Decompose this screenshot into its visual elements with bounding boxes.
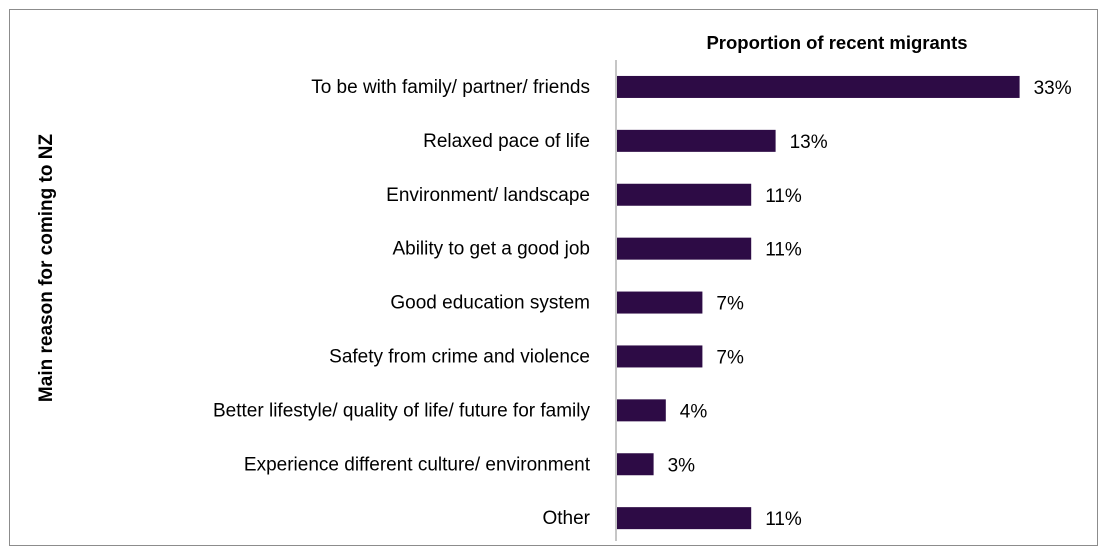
data-label: 7% [716,294,744,315]
data-label: 11% [765,186,802,207]
category-label: Ability to get a good job [392,239,590,260]
chart-title: Proportion of recent migrants [706,32,967,53]
data-label: 3% [668,455,696,476]
category-label: Relaxed pace of life [423,131,590,152]
data-label: 4% [680,401,708,422]
bar [617,237,752,260]
category-label: Experience different culture/ environmen… [244,454,591,475]
bar [617,183,752,206]
bar [617,345,703,368]
bar [617,129,776,152]
chart-frame [9,9,1098,546]
category-label: Good education system [390,293,590,314]
bar [617,453,654,476]
bar [617,291,703,314]
category-label: Other [542,508,590,529]
category-label: Safety from crime and violence [329,346,590,367]
data-label: 7% [716,347,744,368]
bar [617,75,1020,98]
y-axis-label: Main reason for coming to NZ [36,134,57,403]
bar [617,399,666,422]
data-label: 33% [1034,78,1072,99]
category-label: To be with family/ partner/ friends [311,77,590,98]
category-label: Better lifestyle/ quality of life/ futur… [213,400,590,421]
data-label: 11% [765,509,802,530]
category-label: Environment/ landscape [386,185,590,206]
bar [617,507,752,530]
data-label: 11% [765,240,802,261]
data-label: 13% [790,132,828,153]
